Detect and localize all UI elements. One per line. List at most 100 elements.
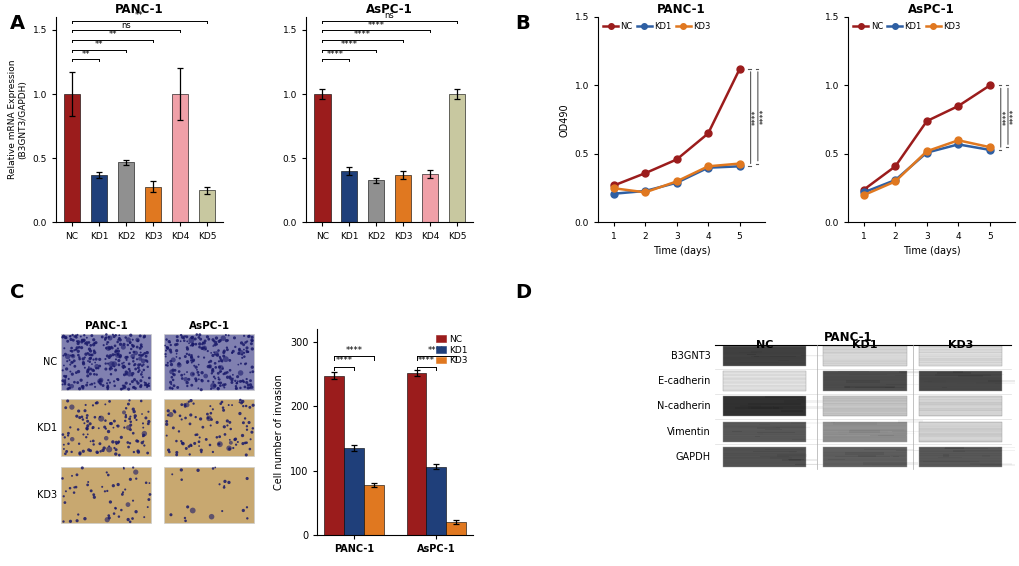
Point bbox=[227, 342, 244, 351]
Bar bbox=[923, 381, 931, 383]
Bar bbox=[324, 376, 343, 535]
Bar bbox=[877, 435, 893, 436]
Bar bbox=[998, 447, 1019, 448]
Point bbox=[184, 340, 201, 349]
Point bbox=[221, 435, 237, 444]
Point bbox=[191, 441, 207, 451]
Point bbox=[99, 337, 115, 346]
Point bbox=[124, 514, 141, 523]
Title: AsPC-1: AsPC-1 bbox=[907, 3, 954, 16]
Bar bbox=[780, 410, 803, 411]
Point bbox=[231, 398, 248, 407]
Point bbox=[227, 376, 244, 385]
Point bbox=[193, 448, 209, 457]
Point bbox=[180, 338, 197, 348]
Point bbox=[111, 361, 127, 370]
Point bbox=[120, 423, 137, 432]
Point bbox=[99, 468, 115, 477]
KD3 bbox=[889, 178, 901, 185]
Text: ****: **** bbox=[1002, 110, 1010, 126]
KD3 bbox=[733, 160, 745, 167]
Point bbox=[208, 340, 224, 349]
Point bbox=[96, 444, 112, 453]
Point bbox=[121, 338, 138, 348]
Point bbox=[75, 358, 92, 367]
Point bbox=[89, 398, 105, 408]
Point bbox=[57, 449, 73, 458]
KD1 bbox=[857, 189, 869, 196]
Point bbox=[168, 349, 184, 358]
Bar bbox=[942, 454, 948, 457]
Point bbox=[69, 344, 86, 353]
Bar bbox=[830, 422, 835, 423]
Point bbox=[132, 342, 149, 351]
Point bbox=[165, 370, 181, 379]
Bar bbox=[863, 449, 913, 450]
Point bbox=[57, 378, 73, 387]
Point bbox=[54, 366, 70, 375]
Point bbox=[208, 333, 224, 342]
Point bbox=[233, 350, 250, 359]
KD3 bbox=[920, 148, 932, 155]
Point bbox=[184, 357, 201, 366]
Point bbox=[136, 431, 152, 440]
Point bbox=[97, 400, 113, 409]
Point bbox=[243, 339, 259, 348]
Point bbox=[222, 424, 238, 434]
Y-axis label: Cell number of invasion: Cell number of invasion bbox=[274, 374, 284, 490]
Point bbox=[235, 506, 252, 515]
Bar bbox=[722, 422, 806, 442]
Bar bbox=[61, 467, 151, 524]
Bar bbox=[822, 346, 906, 366]
Point bbox=[204, 366, 220, 375]
Point bbox=[217, 430, 233, 439]
Point bbox=[55, 430, 71, 439]
Point bbox=[132, 381, 149, 390]
Point bbox=[58, 447, 74, 456]
Point bbox=[219, 336, 235, 345]
Point bbox=[139, 383, 155, 392]
Point bbox=[233, 338, 250, 348]
Point bbox=[114, 490, 130, 499]
Point bbox=[219, 368, 235, 377]
Point bbox=[116, 381, 132, 391]
Point bbox=[56, 444, 72, 453]
Point bbox=[202, 440, 218, 449]
Point bbox=[169, 332, 185, 341]
Point bbox=[125, 405, 142, 414]
Point bbox=[87, 348, 103, 357]
Point bbox=[245, 401, 261, 410]
Point bbox=[158, 417, 174, 426]
Point bbox=[135, 419, 151, 428]
Point bbox=[128, 377, 145, 386]
Point bbox=[100, 384, 116, 393]
Bar bbox=[927, 380, 946, 383]
Point bbox=[87, 383, 103, 392]
Point bbox=[62, 367, 78, 376]
Bar bbox=[364, 484, 383, 535]
Point bbox=[92, 413, 108, 422]
Point bbox=[206, 372, 222, 381]
Bar bbox=[897, 432, 914, 434]
Point bbox=[186, 439, 203, 448]
Point bbox=[110, 350, 126, 359]
Point bbox=[235, 340, 252, 349]
Point bbox=[193, 414, 209, 423]
Point bbox=[232, 396, 249, 405]
Point bbox=[216, 346, 232, 355]
Text: KD3: KD3 bbox=[37, 490, 57, 500]
Point bbox=[125, 354, 142, 363]
Point bbox=[195, 338, 211, 347]
Point bbox=[180, 442, 197, 451]
Point bbox=[159, 361, 175, 370]
Point bbox=[87, 370, 103, 379]
KD3 bbox=[639, 189, 651, 196]
Point bbox=[163, 373, 179, 382]
Point bbox=[57, 433, 73, 442]
X-axis label: Time (days): Time (days) bbox=[652, 246, 709, 256]
NC bbox=[982, 82, 995, 89]
Bar bbox=[199, 190, 215, 222]
Point bbox=[117, 485, 133, 494]
Legend: NC, KD1, KD3: NC, KD1, KD3 bbox=[434, 334, 468, 366]
Point bbox=[189, 375, 205, 384]
